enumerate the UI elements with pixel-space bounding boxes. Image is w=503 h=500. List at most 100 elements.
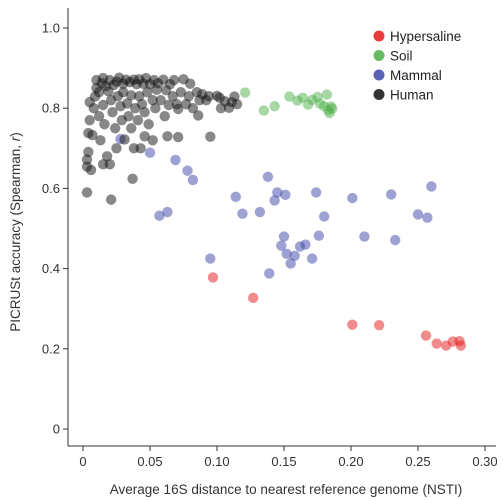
point-mammal [278,231,290,242]
y-tick-label: 0.4 [42,261,60,276]
point-hypersaline [420,330,432,341]
point-human [107,107,118,118]
point-human [126,123,137,134]
point-human [127,173,138,184]
point-mammal [254,206,266,218]
x-axis-title: Average 16S distance to nearest referenc… [110,482,462,497]
point-mammal [313,230,325,241]
legend-marker-human [373,89,385,100]
point-human [134,90,145,102]
point-soil [327,103,338,114]
point-human [132,115,144,126]
y-axis-title-suffix: ) [8,132,23,137]
y-axis-title-prefix: PICRUSt accuracy (Spearman, [8,141,23,332]
legend-label-hypersaline: Hypersaline [390,29,461,44]
point-soil [239,87,251,98]
point-mammal [386,189,397,200]
point-soil [258,105,270,116]
point-human [95,135,106,146]
point-mammal [269,195,280,206]
point-human [183,90,195,102]
point-mammal [154,210,165,221]
point-human [139,107,150,118]
point-human [193,110,204,121]
legend-marker-mammal [373,69,385,81]
x-tick-label: 0.15 [271,454,296,469]
point-human [97,99,109,111]
point-human [84,115,95,126]
point-mammal [426,181,437,192]
point-mammal [237,208,248,219]
y-axis-title: PICRUSt accuracy (Spearman, r) [8,132,23,332]
legend-marker-soil [373,50,385,61]
point-mammal [162,206,173,218]
point-human [88,103,99,114]
point-human [122,98,133,109]
point-mammal [390,234,401,246]
x-tick-label: 0.25 [405,454,430,469]
point-human [81,187,93,198]
x-tick-label: 0.20 [338,454,363,469]
point-human [147,135,158,146]
point-hypersaline [373,319,385,331]
point-human [162,131,173,142]
point-human [205,131,216,142]
point-hypersaline [347,319,358,330]
y-tick-label: 0.6 [42,181,60,196]
data-points [81,72,467,351]
point-soil [284,91,295,102]
point-hypersaline [431,338,442,349]
point-hypersaline [207,272,219,283]
point-hypersaline [455,340,467,351]
x-tick-label: 0 [79,454,86,469]
point-human [185,78,196,89]
point-mammal [285,258,296,269]
y-tick-label: 0.2 [42,341,60,356]
point-human [136,98,148,110]
point-human [119,134,130,145]
point-human [123,111,134,122]
point-mammal [264,268,275,279]
point-mammal [319,211,330,222]
point-mammal [144,147,156,158]
point-mammal [280,189,291,201]
point-mammal [422,212,433,223]
point-human [93,111,105,122]
point-mammal [310,187,322,198]
point-human [172,131,184,143]
point-human [150,103,161,114]
point-mammal [205,253,216,264]
point-mammal [347,192,358,204]
point-human [87,129,98,141]
point-human [167,90,178,102]
legend: Hypersaline Soil Mammal Human [373,29,461,103]
point-human [163,99,174,111]
point-human [168,74,180,86]
point-soil [269,100,280,112]
point-human [142,86,153,98]
point-human [143,119,154,130]
point-mammal [412,209,424,220]
point-mammal [276,240,287,251]
point-human [109,123,121,134]
legend-label-mammal: Mammal [390,68,442,83]
point-mammal [262,171,274,182]
point-mammal [187,174,199,186]
point-human [101,151,113,162]
point-human [155,94,166,106]
legend-label-human: Human [390,88,434,103]
legend-label-soil: Soil [390,49,413,64]
axes: 0 0.05 0.10 0.15 0.20 0.25 0.30 0 0.2 0.4 0.6 0.8 1.… [42,8,498,469]
y-tick-label: 0.8 [42,101,60,116]
point-human [128,143,140,154]
point-human [99,119,110,130]
point-human [126,90,137,101]
point-human [97,159,109,170]
point-human [172,103,184,115]
point-human [118,86,129,98]
point-mammal [182,165,193,176]
x-tick-label: 0.10 [204,454,229,469]
y-tick-label: 0 [53,422,60,437]
point-human [139,131,150,142]
